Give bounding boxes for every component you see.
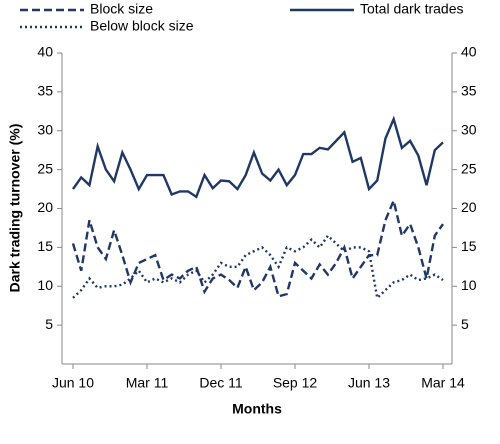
y-tick-label: 35 — [37, 83, 53, 99]
series-line — [71, 196, 444, 298]
legend-label: Below block size — [90, 18, 194, 34]
x-tick-label: Mar 14 — [421, 375, 465, 391]
y2-tick-label: 25 — [461, 160, 477, 176]
y-tick-label: 10 — [37, 277, 53, 293]
x-tick-label: Jun 10 — [52, 375, 94, 391]
y-tick-label: 15 — [37, 238, 53, 254]
y2-tick-label: 5 — [461, 316, 469, 332]
y-tick-label: 25 — [37, 160, 53, 176]
x-tick-label: Mar 11 — [126, 375, 169, 391]
x-tick-label: Dec 11 — [199, 375, 243, 391]
y2-tick-label: 30 — [461, 121, 477, 137]
x-tick-label: Jun 13 — [348, 375, 390, 391]
y-tick-label: 40 — [37, 44, 53, 60]
y-tick-label: 5 — [45, 316, 53, 332]
y2-tick-label: 35 — [461, 83, 477, 99]
x-axis-label: Months — [232, 401, 282, 417]
y2-tick-label: 10 — [461, 277, 477, 293]
y2-tick-label: 15 — [461, 238, 477, 254]
series-line — [72, 115, 444, 199]
legend-label: Total dark trades — [360, 1, 464, 17]
y-tick-label: 20 — [37, 199, 53, 215]
series-line — [72, 233, 444, 301]
legend-label: Block size — [90, 1, 153, 17]
x-tick-label: Sep 12 — [273, 375, 318, 391]
y2-tick-label: 40 — [461, 44, 477, 60]
y2-tick-label: 20 — [461, 199, 477, 215]
y-axis-label: Dark trading turnover (%) — [7, 124, 23, 293]
y-tick-label: 30 — [37, 121, 53, 137]
